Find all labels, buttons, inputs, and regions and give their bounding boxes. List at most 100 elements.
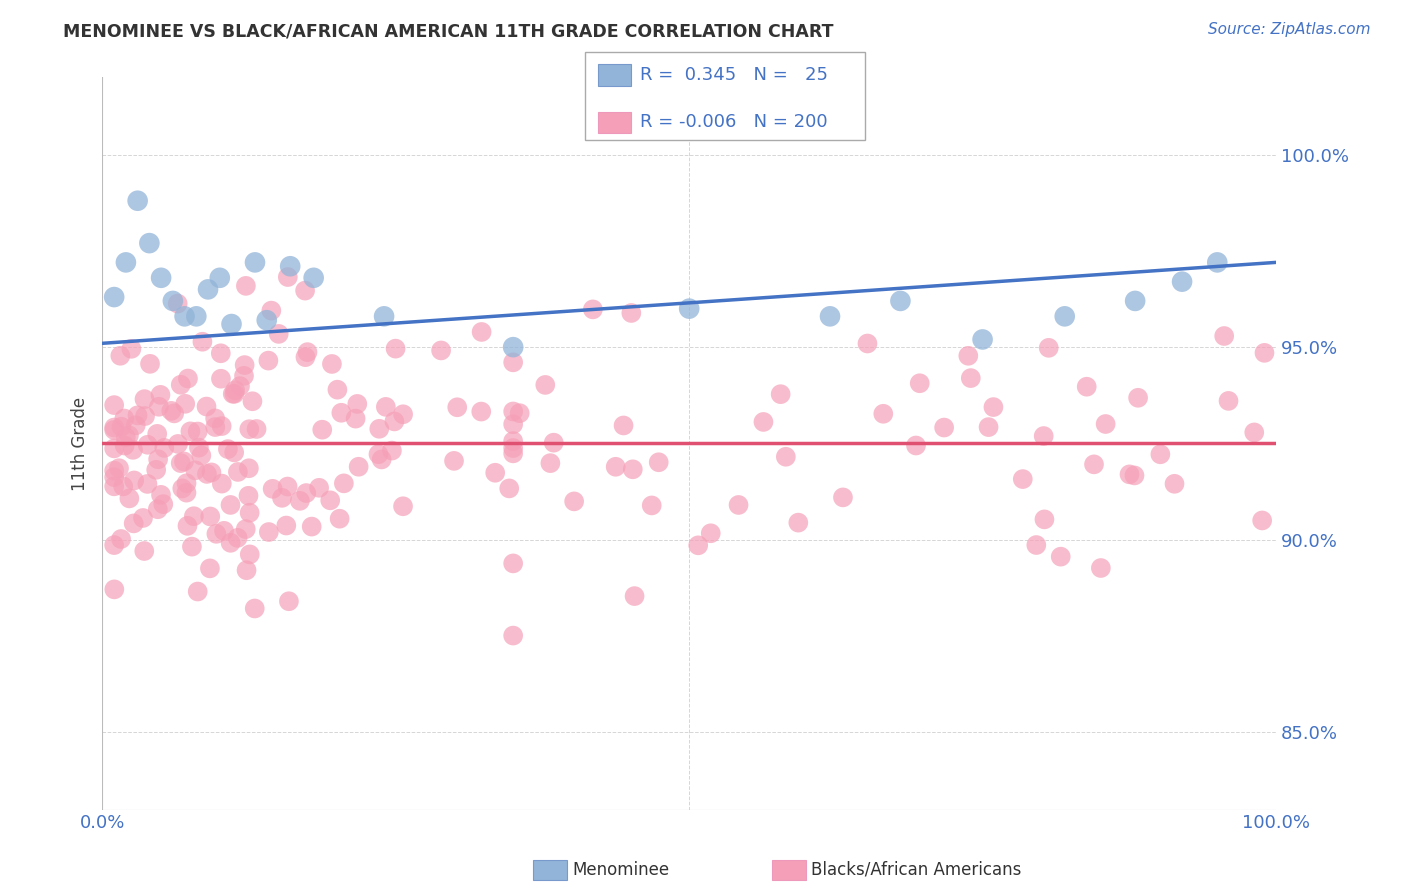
Point bbox=[775, 450, 797, 464]
Point bbox=[484, 466, 506, 480]
Point bbox=[276, 518, 298, 533]
Point bbox=[620, 306, 643, 320]
Point bbox=[103, 398, 125, 412]
Point bbox=[1123, 293, 1146, 308]
Point bbox=[346, 397, 368, 411]
Point bbox=[260, 303, 283, 318]
Point bbox=[103, 470, 125, 484]
Point bbox=[1090, 561, 1112, 575]
Point bbox=[209, 346, 232, 360]
Point bbox=[471, 325, 494, 339]
Point bbox=[1213, 329, 1236, 343]
Point bbox=[239, 548, 262, 562]
Point bbox=[110, 349, 132, 363]
Point bbox=[1033, 512, 1056, 526]
Point bbox=[509, 406, 531, 420]
Point bbox=[1049, 549, 1071, 564]
Point bbox=[333, 476, 356, 491]
Point bbox=[209, 372, 232, 386]
Point bbox=[277, 594, 299, 608]
Point bbox=[326, 383, 349, 397]
Point bbox=[562, 494, 585, 508]
Point bbox=[184, 463, 207, 477]
Point bbox=[832, 491, 855, 505]
Text: R = -0.006   N = 200: R = -0.006 N = 200 bbox=[640, 113, 827, 131]
Point bbox=[103, 290, 125, 304]
Point bbox=[1171, 275, 1194, 289]
Point bbox=[311, 423, 333, 437]
Point bbox=[1206, 255, 1229, 269]
Point bbox=[145, 463, 167, 477]
Point bbox=[502, 340, 524, 354]
Point bbox=[374, 400, 396, 414]
Point bbox=[392, 407, 415, 421]
Point bbox=[150, 270, 173, 285]
Point bbox=[1038, 341, 1060, 355]
Point bbox=[446, 401, 468, 415]
Point bbox=[226, 465, 249, 479]
Point bbox=[211, 419, 233, 434]
Point bbox=[257, 353, 280, 368]
Point bbox=[186, 310, 208, 324]
Point bbox=[678, 301, 700, 316]
Point bbox=[308, 481, 330, 495]
Point bbox=[224, 445, 246, 459]
Point bbox=[195, 467, 218, 481]
Point bbox=[103, 420, 125, 434]
Point bbox=[502, 629, 524, 643]
Point bbox=[163, 406, 186, 420]
Point bbox=[769, 387, 792, 401]
Point bbox=[301, 519, 323, 533]
Point bbox=[170, 377, 193, 392]
Point bbox=[118, 428, 141, 442]
Text: MENOMINEE VS BLACK/AFRICAN AMERICAN 11TH GRADE CORRELATION CHART: MENOMINEE VS BLACK/AFRICAN AMERICAN 11TH… bbox=[63, 22, 834, 40]
Point bbox=[198, 561, 221, 575]
Point bbox=[219, 498, 242, 512]
Point bbox=[605, 459, 627, 474]
Point bbox=[727, 498, 749, 512]
Point bbox=[700, 526, 723, 541]
Point bbox=[1149, 447, 1171, 461]
Point bbox=[1218, 393, 1240, 408]
Point bbox=[110, 532, 132, 546]
Point bbox=[256, 313, 278, 327]
Point bbox=[543, 435, 565, 450]
Point bbox=[983, 400, 1005, 414]
Point bbox=[187, 441, 209, 455]
Point bbox=[277, 479, 299, 493]
Point bbox=[226, 531, 249, 545]
Point bbox=[957, 349, 980, 363]
Point bbox=[235, 278, 257, 293]
Point bbox=[103, 464, 125, 478]
Point bbox=[204, 420, 226, 434]
Point bbox=[134, 409, 156, 423]
Point bbox=[205, 526, 228, 541]
Point bbox=[1251, 513, 1274, 527]
Text: R =  0.345   N =   25: R = 0.345 N = 25 bbox=[640, 66, 828, 84]
Y-axis label: 11th Grade: 11th Grade bbox=[72, 396, 89, 491]
Point bbox=[330, 406, 353, 420]
Point bbox=[1011, 472, 1033, 486]
Point bbox=[190, 449, 212, 463]
Point bbox=[1253, 346, 1275, 360]
Point bbox=[211, 476, 233, 491]
Point bbox=[972, 333, 994, 347]
Point bbox=[176, 519, 198, 533]
Point bbox=[127, 194, 149, 208]
Point bbox=[146, 452, 169, 467]
Point bbox=[122, 474, 145, 488]
Point bbox=[612, 418, 634, 433]
Point bbox=[430, 343, 453, 358]
Point bbox=[502, 417, 524, 432]
Point bbox=[172, 482, 194, 496]
Point bbox=[160, 404, 183, 418]
Point bbox=[370, 452, 392, 467]
Point bbox=[502, 557, 524, 571]
Point bbox=[122, 516, 145, 531]
Point bbox=[959, 371, 981, 385]
Point bbox=[224, 384, 246, 398]
Point bbox=[195, 400, 218, 414]
Point bbox=[191, 334, 214, 349]
Point bbox=[243, 255, 266, 269]
Point bbox=[502, 446, 524, 460]
